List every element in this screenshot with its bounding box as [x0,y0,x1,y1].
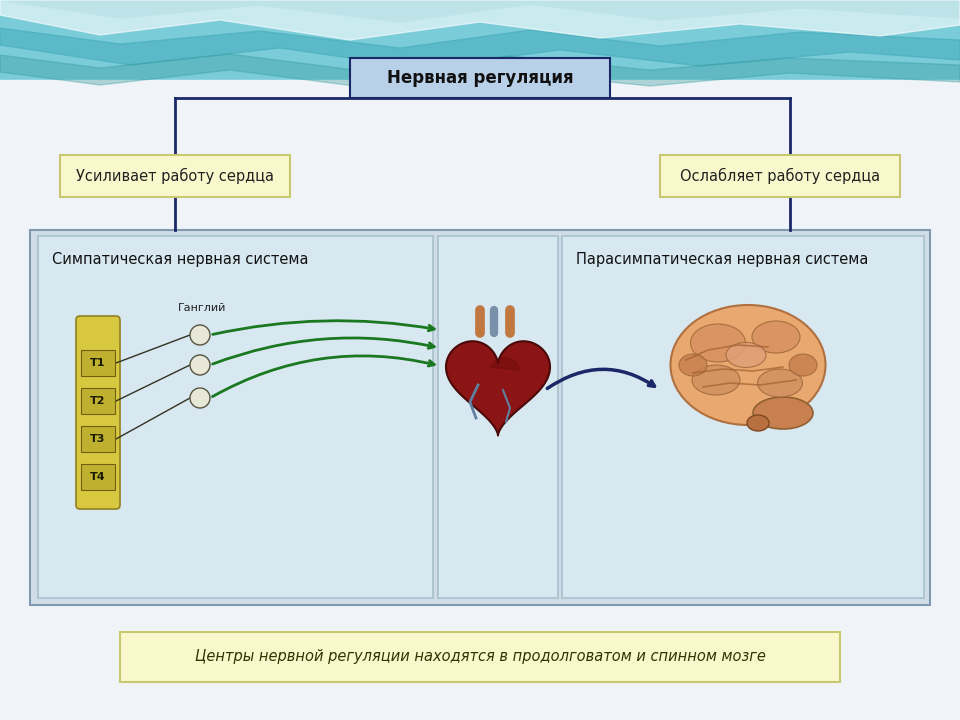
Ellipse shape [747,415,769,431]
Polygon shape [0,0,960,40]
Circle shape [190,325,210,345]
FancyBboxPatch shape [438,236,558,598]
Bar [81,350,115,376]
Polygon shape [0,54,960,88]
FancyBboxPatch shape [562,236,924,598]
Polygon shape [491,358,519,370]
Ellipse shape [726,343,766,367]
FancyBboxPatch shape [76,316,120,509]
Ellipse shape [757,369,803,397]
Ellipse shape [753,397,813,429]
Ellipse shape [752,321,800,353]
Ellipse shape [679,354,707,376]
Text: Центры нервной регуляции находятся в продолговатом и спинном мозге: Центры нервной регуляции находятся в про… [195,649,765,665]
Ellipse shape [692,365,740,395]
Text: T2: T2 [90,396,106,406]
Bar [0,80,960,720]
FancyBboxPatch shape [660,155,900,197]
Text: Нервная регуляция: Нервная регуляция [387,69,573,87]
Polygon shape [0,28,960,68]
Polygon shape [0,0,960,22]
Bar [81,464,115,490]
Text: Парасимпатическая нервная система: Парасимпатическая нервная система [576,252,869,267]
Polygon shape [446,341,550,435]
Ellipse shape [690,324,746,362]
Ellipse shape [670,305,826,425]
Bar [0,0,960,105]
Circle shape [190,355,210,375]
Bar [81,388,115,414]
FancyBboxPatch shape [350,58,610,98]
Text: Ганглий: Ганглий [178,303,227,313]
Text: Усиливает работу сердца: Усиливает работу сердца [76,168,274,184]
Text: T3: T3 [90,434,106,444]
Text: Ослабляет работу сердца: Ослабляет работу сердца [680,168,880,184]
Bar [81,426,115,452]
Text: T4: T4 [90,472,106,482]
FancyBboxPatch shape [38,236,433,598]
Ellipse shape [789,354,817,376]
Circle shape [190,388,210,408]
Text: Симпатическая нервная система: Симпатическая нервная система [52,252,308,267]
FancyBboxPatch shape [120,632,840,682]
FancyBboxPatch shape [60,155,290,197]
FancyBboxPatch shape [30,230,930,605]
Text: T1: T1 [90,358,106,368]
